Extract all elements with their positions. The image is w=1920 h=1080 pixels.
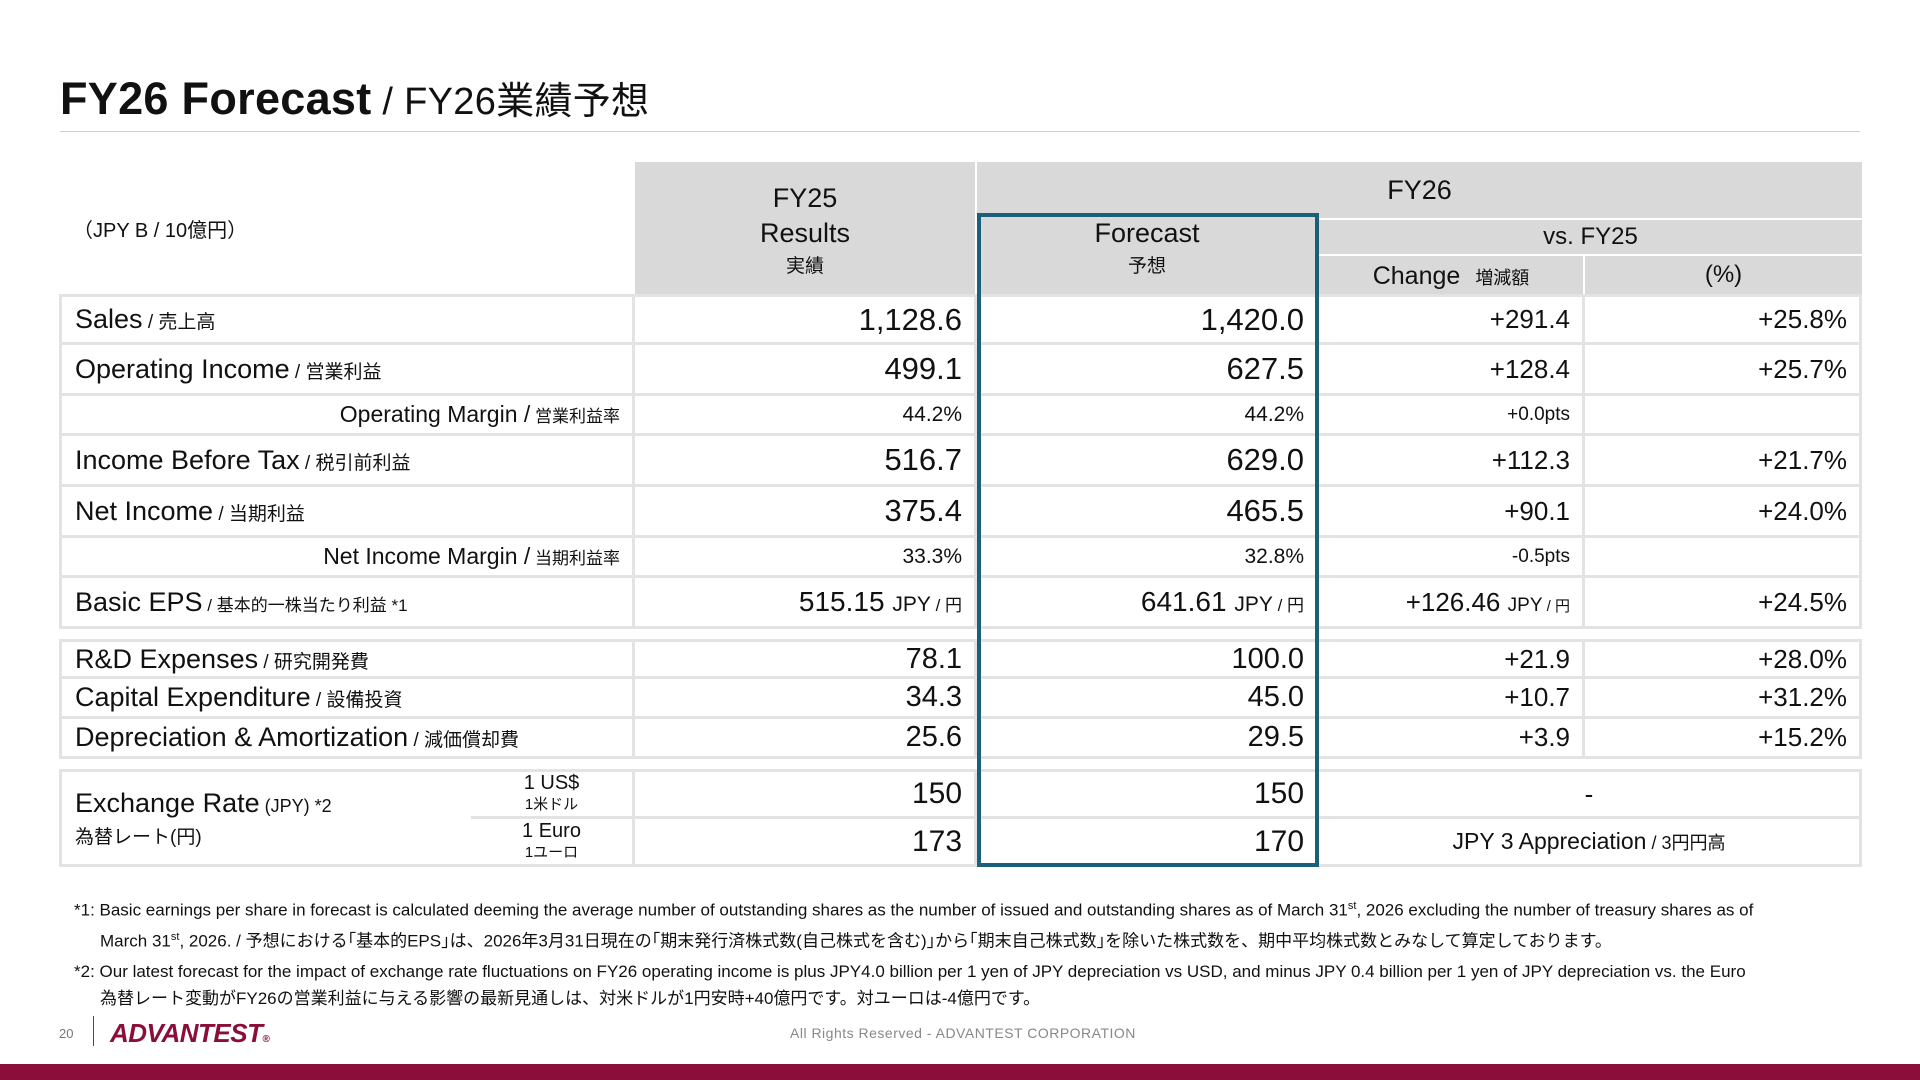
header-pct: (%): [1585, 254, 1863, 294]
cell-fy26: 45.0: [977, 679, 1320, 719]
table-row: Capital Expenditure / 設備投資 34.3 45.0 +10…: [59, 679, 1863, 719]
cell-pct: +24.0%: [1585, 487, 1863, 538]
cell-fy26: 641.61 JPY / 円: [977, 578, 1320, 629]
fx-euro-label: 1 Euro 1ユーロ: [471, 819, 636, 867]
table-row: Operating Income / 営業利益 499.1 627.5 +128…: [59, 345, 1863, 396]
bottom-brand-bar: [0, 1064, 1920, 1080]
row-label: Depreciation & Amortization / 減価償却費: [59, 719, 636, 759]
page-number: 20: [59, 1026, 74, 1041]
header-fy25: FY25: [635, 162, 978, 218]
cell-fy25: 44.2%: [635, 396, 978, 436]
table-row: Depreciation & Amortization / 減価償却費 25.6…: [59, 719, 1863, 759]
cell-fy25: 34.3: [635, 679, 978, 719]
row-label: Operating Income / 営業利益: [59, 345, 636, 396]
cell-fy25: 33.3%: [635, 538, 978, 578]
cell-fy25: 173: [635, 819, 978, 867]
row-label: Basic EPS / 基本的一株当たり利益 *1: [59, 578, 636, 629]
cell-fy25: 1,128.6: [635, 294, 978, 345]
row-label: Sales / 売上高: [59, 294, 636, 345]
row-label: Capital Expenditure / 設備投資: [59, 679, 636, 719]
header-forecast: Forecast 予想: [977, 218, 1320, 294]
cell-change: -0.5pts: [1319, 538, 1586, 578]
row-label: Net Income Margin / 当期利益率: [59, 538, 636, 578]
cell-pct: +15.2%: [1585, 719, 1863, 759]
cell-fy26: 627.5: [977, 345, 1320, 396]
cell-fy25: 375.4: [635, 487, 978, 538]
cell-change: +10.7: [1319, 679, 1586, 719]
cell-pct: +31.2%: [1585, 679, 1863, 719]
table-row: R&D Expenses / 研究開発費 78.1 100.0 +21.9 +2…: [59, 639, 1863, 679]
cell-fy26: 1,420.0: [977, 294, 1320, 345]
cell-fy26: 29.5: [977, 719, 1320, 759]
cell-fy25: 25.6: [635, 719, 978, 759]
cell-fy25: 499.1: [635, 345, 978, 396]
table-row-fx-usd: Exchange Rate (JPY) *2 為替レート(円) 1 US$ 1米ド…: [59, 769, 1863, 867]
table-row: Net Income / 当期利益 375.4 465.5 +90.1 +24.…: [59, 487, 1863, 538]
cell-pct: [1585, 396, 1863, 436]
cell-change: +291.4: [1319, 294, 1586, 345]
copyright-text: All Rights Reserved - ADVANTEST CORPORAT…: [790, 1025, 1136, 1041]
footnote-2: *2: Our latest forecast for the impact o…: [74, 962, 1746, 982]
cell-pct: +25.7%: [1585, 345, 1863, 396]
cell-fy25: 515.15 JPY / 円: [635, 578, 978, 629]
footnote-2-jp: 為替レート変動がFY26の営業利益に与える影響の最新見通しは、対米ドルが1円安時…: [100, 989, 1041, 1009]
cell-fy26: 100.0: [977, 639, 1320, 679]
cell-fy26: 629.0: [977, 436, 1320, 487]
cell-pct: +21.7%: [1585, 436, 1863, 487]
row-label: Net Income / 当期利益: [59, 487, 636, 538]
cell-change: +90.1: [1319, 487, 1586, 538]
cell-change: +126.46 JPY / 円: [1319, 578, 1586, 629]
fx-label: Exchange Rate (JPY) *2 為替レート(円): [59, 769, 471, 867]
table-row-fx-euro: 1 Euro 1ユーロ 173 170 JPY 3 Appreciation / …: [59, 819, 1863, 867]
cell-change: +3.9: [1319, 719, 1586, 759]
cell-fy26: 150: [977, 769, 1320, 819]
row-label: Operating Margin / 営業利益率: [59, 396, 636, 436]
footnotes: *1: Basic earnings per share in forecast…: [74, 893, 1864, 1012]
table-row: Basic EPS / 基本的一株当たり利益 *1 515.15 JPY / 円…: [59, 578, 1863, 629]
header-results: Results 実績: [635, 218, 978, 294]
header-change: Change 増減額: [1319, 254, 1586, 294]
cell-fy26: 32.8%: [977, 538, 1320, 578]
cell-fy26: 465.5: [977, 487, 1320, 538]
cell-fy26: 170: [977, 819, 1320, 867]
cell-change: +0.0pts: [1319, 396, 1586, 436]
header-vs-fy25: vs. FY25: [1319, 218, 1863, 254]
header-fy26: FY26: [977, 162, 1863, 218]
cell-pct: +28.0%: [1585, 639, 1863, 679]
footer-divider: [93, 1016, 94, 1046]
row-label: Income Before Tax / 税引前利益: [59, 436, 636, 487]
table-row: Net Income Margin / 当期利益率 33.3% 32.8% -0…: [59, 538, 1863, 578]
cell-change: +128.4: [1319, 345, 1586, 396]
cell-pct: +25.8%: [1585, 294, 1863, 345]
cell-change: -: [1319, 769, 1863, 819]
forecast-table: （JPY B / 10億円） FY25 FY26 Results 実績 Fore…: [59, 162, 1863, 867]
unit-label: （JPY B / 10億円）: [73, 219, 248, 242]
cell-fy25: 516.7: [635, 436, 978, 487]
footnote-1-cont: March 31st, 2026. / 予想における｢基本的EPS｣は、2026…: [100, 930, 1612, 951]
cell-fy25: 150: [635, 769, 978, 819]
table-row: Income Before Tax / 税引前利益 516.7 629.0 +1…: [59, 436, 1863, 487]
cell-pct: [1585, 538, 1863, 578]
advantest-logo: ADVANTEST®: [110, 1018, 270, 1048]
cell-fy26: 44.2%: [977, 396, 1320, 436]
table-row: Sales / 売上高 1,128.6 1,420.0 +291.4 +25.8…: [59, 294, 1863, 345]
cell-pct: +24.5%: [1585, 578, 1863, 629]
cell-change: +21.9: [1319, 639, 1586, 679]
row-label: R&D Expenses / 研究開発費: [59, 639, 636, 679]
page-title: FY26 Forecast / FY26業績予想: [60, 70, 649, 125]
cell-change: +112.3: [1319, 436, 1586, 487]
footnote-1: *1: Basic earnings per share in forecast…: [74, 900, 1754, 920]
cell-fy25: 78.1: [635, 639, 978, 679]
fx-usd-label: 1 US$ 1米ドル: [471, 769, 636, 819]
cell-change: JPY 3 Appreciation / 3円円高: [1319, 819, 1863, 867]
title-divider: [60, 131, 1860, 132]
title-sub: / FY26業績予想: [371, 81, 650, 123]
table-row: Operating Margin / 営業利益率 44.2% 44.2% +0.…: [59, 396, 1863, 436]
title-main: FY26 Forecast: [60, 73, 372, 124]
